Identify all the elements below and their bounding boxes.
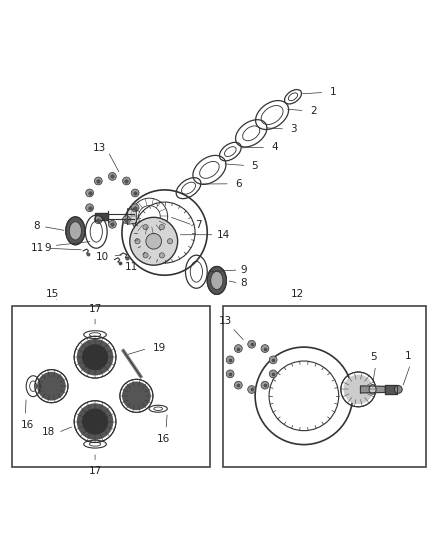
Circle shape	[248, 340, 255, 348]
Circle shape	[234, 381, 242, 389]
Text: 2: 2	[310, 106, 317, 116]
Circle shape	[269, 370, 277, 378]
Text: 16: 16	[21, 420, 35, 430]
Text: 13: 13	[219, 316, 232, 326]
Text: 15: 15	[46, 289, 60, 300]
Ellipse shape	[211, 271, 223, 289]
Text: 3: 3	[290, 124, 297, 134]
Circle shape	[109, 220, 116, 228]
Circle shape	[123, 216, 131, 224]
Circle shape	[226, 370, 234, 378]
Circle shape	[37, 372, 66, 400]
Text: 17: 17	[88, 466, 102, 476]
Text: 4: 4	[271, 142, 278, 152]
Bar	[12, 305, 210, 467]
Text: 17: 17	[88, 304, 102, 314]
Circle shape	[109, 173, 116, 180]
Polygon shape	[95, 213, 108, 220]
Polygon shape	[385, 385, 396, 394]
Polygon shape	[360, 386, 385, 393]
Text: 18: 18	[42, 427, 55, 438]
Circle shape	[248, 385, 255, 393]
Text: 14: 14	[217, 230, 230, 240]
Text: 10: 10	[96, 252, 110, 262]
Text: 6: 6	[235, 179, 242, 189]
Circle shape	[86, 189, 94, 197]
Circle shape	[167, 239, 173, 244]
Text: 1: 1	[329, 87, 336, 98]
Circle shape	[122, 382, 151, 410]
Circle shape	[82, 409, 108, 435]
Circle shape	[234, 345, 242, 352]
Circle shape	[269, 356, 277, 364]
Text: 5: 5	[370, 352, 376, 362]
Circle shape	[77, 339, 113, 375]
Polygon shape	[127, 208, 136, 224]
Circle shape	[159, 224, 164, 230]
Text: 11: 11	[124, 262, 138, 272]
Circle shape	[159, 253, 164, 258]
Text: 11: 11	[31, 243, 44, 253]
Circle shape	[143, 224, 148, 230]
Circle shape	[226, 356, 234, 364]
Text: 19: 19	[153, 343, 166, 353]
Text: 9: 9	[240, 265, 247, 275]
Circle shape	[94, 177, 102, 185]
Circle shape	[77, 403, 113, 440]
Text: 8: 8	[33, 221, 40, 231]
Text: 8: 8	[240, 278, 247, 288]
Text: 9: 9	[44, 243, 51, 253]
Bar	[223, 305, 426, 467]
Circle shape	[131, 189, 139, 197]
Ellipse shape	[69, 222, 81, 240]
Ellipse shape	[369, 385, 376, 394]
Circle shape	[394, 385, 402, 393]
Circle shape	[261, 345, 269, 352]
Circle shape	[86, 204, 94, 212]
Circle shape	[135, 239, 140, 244]
Ellipse shape	[66, 217, 85, 245]
Circle shape	[131, 204, 139, 212]
Circle shape	[82, 344, 108, 370]
Circle shape	[130, 217, 178, 265]
Text: 16: 16	[157, 434, 170, 444]
Text: 7: 7	[195, 220, 201, 230]
Ellipse shape	[207, 266, 226, 294]
Circle shape	[94, 216, 102, 224]
Circle shape	[261, 381, 269, 389]
Circle shape	[143, 253, 148, 258]
Text: 5: 5	[252, 160, 258, 171]
Circle shape	[123, 177, 131, 185]
Circle shape	[343, 375, 373, 404]
Text: 12: 12	[291, 289, 304, 300]
Text: 13: 13	[93, 143, 106, 153]
Text: 1: 1	[405, 351, 411, 361]
Circle shape	[146, 233, 162, 249]
